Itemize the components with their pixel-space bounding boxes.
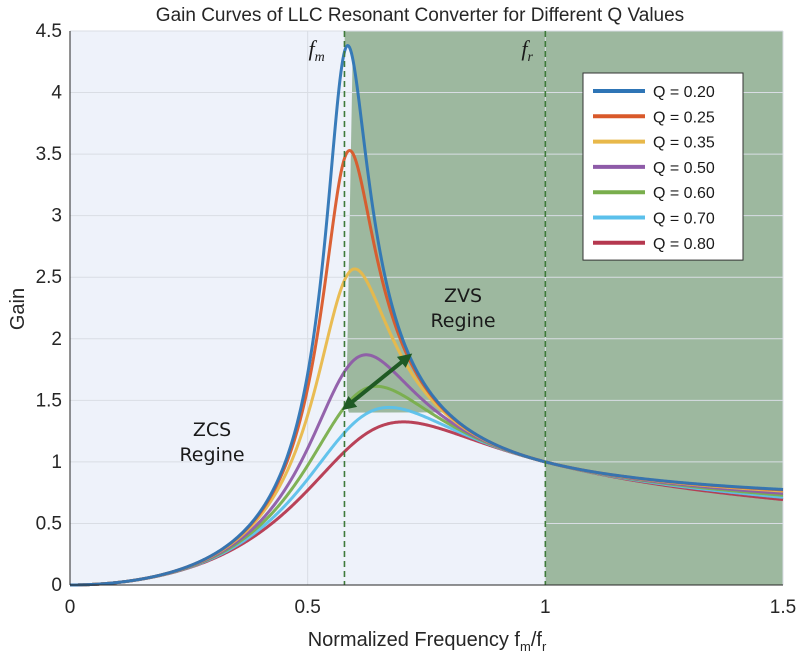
fr-label: fr	[521, 36, 533, 65]
y-tick-label: 4	[51, 83, 62, 104]
y-tick-label: 1	[51, 452, 62, 473]
legend-label: Q = 0.20	[653, 84, 715, 101]
x-axis-label: Normalized Frequency fm/fr	[308, 629, 547, 654]
legend-label: Q = 0.50	[653, 160, 715, 177]
x-axis-label-sub2: r	[542, 639, 547, 654]
legend-label: Q = 0.80	[653, 236, 715, 253]
x-tick-label: 1.5	[770, 597, 796, 618]
chart-title: Gain Curves of LLC Resonant Converter fo…	[156, 5, 684, 26]
x-tick-label: 0.5	[294, 597, 320, 618]
x-axis-label-mid: /f	[531, 629, 543, 651]
x-tick-label: 0	[65, 597, 76, 618]
arrow-head-up	[396, 353, 413, 368]
x-tick-label: 1	[540, 597, 551, 618]
legend-label: Q = 0.60	[653, 185, 715, 202]
fm-label: fm	[308, 36, 324, 65]
y-tick-label: 0.5	[36, 513, 62, 534]
x-axis-label-main: Normalized Frequency f	[308, 629, 521, 651]
arrow-shaft	[348, 358, 406, 406]
legend-label: Q = 0.25	[653, 109, 715, 126]
y-tick-label: 3	[51, 206, 62, 227]
zvs-label-line1: ZVS	[444, 285, 482, 307]
fm-label-sub: m	[315, 50, 325, 65]
fr-label-sub: r	[527, 50, 533, 65]
y-tick-label: 4.5	[36, 21, 62, 42]
y-tick-label: 3.5	[36, 144, 62, 165]
y-tick-label: 0	[51, 575, 62, 596]
x-axis-label-sub1: m	[520, 639, 531, 654]
legend-label: Q = 0.35	[653, 135, 715, 152]
zvs-label-line2: Regine	[430, 310, 495, 332]
y-axis-label: Gain	[7, 288, 29, 330]
arrow-head-down	[341, 395, 358, 411]
y-tick-label: 2	[51, 329, 62, 350]
fr-label-main: f	[521, 36, 530, 61]
y-tick-label: 1.5	[36, 390, 62, 411]
fm-label-main: f	[308, 36, 317, 61]
legend: Q = 0.20 Q = 0.25 Q = 0.35 Q = 0.50 Q = 0.60…	[582, 72, 744, 261]
zcs-label-line1: ZCS	[193, 419, 231, 441]
zcs-label-line2: Regine	[179, 444, 244, 466]
y-tick-label: 2.5	[36, 267, 62, 288]
legend-label: Q = 0.70	[653, 211, 715, 228]
series-line-q02	[69, 44, 784, 587]
